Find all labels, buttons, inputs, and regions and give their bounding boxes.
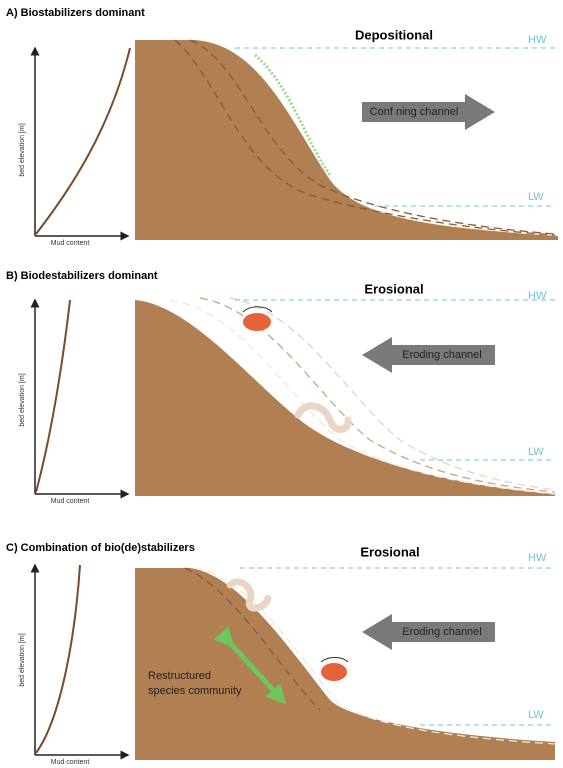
process-label: Depositional bbox=[355, 27, 433, 42]
lw-label: LW bbox=[528, 709, 544, 721]
panel-c: C) Combination of bio(de)stabilizers bed… bbox=[6, 542, 555, 766]
bed bbox=[135, 300, 555, 496]
x-label: Mud content bbox=[51, 240, 90, 247]
panel-a: A) Biostabilizers dominant bed elevation… bbox=[6, 7, 558, 247]
arrow-label: Eroding channel bbox=[402, 349, 482, 361]
note-line: species community bbox=[148, 685, 242, 697]
x-label: Mud content bbox=[51, 759, 90, 766]
mud-curve bbox=[36, 48, 130, 234]
panel-title: C) Combination of bio(de)stabilizers bbox=[6, 542, 195, 554]
arrow-label: Conf ning channel bbox=[370, 106, 459, 118]
mud-curve bbox=[36, 565, 80, 753]
y-label: bed elevation [m] bbox=[19, 633, 26, 686]
arrow-label: Eroding channel bbox=[402, 626, 482, 638]
note-line: Restructured bbox=[148, 670, 211, 682]
bed bbox=[135, 568, 555, 760]
x-label: Mud content bbox=[51, 498, 90, 505]
panel-title: B) Biodestabilizers dominant bbox=[6, 270, 158, 282]
process-label: Erosional bbox=[364, 281, 423, 296]
hw-label: HW bbox=[528, 552, 547, 564]
panel-title: A) Biostabilizers dominant bbox=[6, 7, 145, 19]
lw-label: LW bbox=[528, 446, 544, 458]
lw-label: LW bbox=[528, 191, 544, 203]
mud-curve bbox=[36, 300, 70, 492]
hw-label: HW bbox=[528, 290, 547, 302]
hw-label: HW bbox=[528, 34, 547, 46]
y-label: bed elevation [m] bbox=[19, 373, 26, 426]
process-label: Erosional bbox=[360, 544, 419, 559]
panel-b: B) Biodestabilizers dominant bed elevati… bbox=[6, 270, 555, 505]
bed bbox=[135, 40, 558, 240]
shrimp-icon bbox=[321, 658, 348, 682]
y-label: bed elevation [m] bbox=[19, 123, 26, 176]
shrimp-icon bbox=[243, 307, 272, 331]
figure: A) Biostabilizers dominant bed elevation… bbox=[0, 0, 563, 768]
